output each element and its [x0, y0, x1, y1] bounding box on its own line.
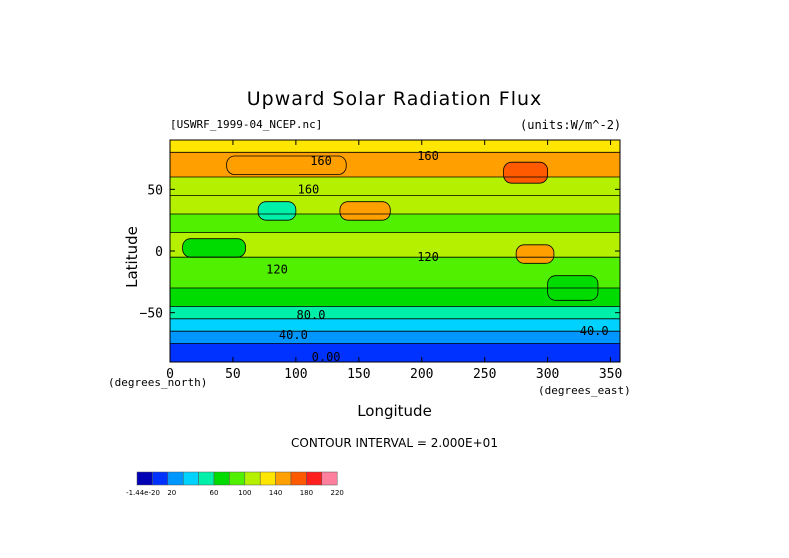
region-3: [339, 201, 391, 221]
contour-label: 40.0: [580, 324, 609, 338]
colorbar-swatch: [198, 471, 215, 486]
colorbar-label: 60: [210, 489, 219, 497]
contour-label: 80.0: [297, 308, 326, 322]
colorbar-swatch: [306, 471, 323, 486]
y-tick-label: −50: [140, 307, 163, 322]
y-tick-label: 0: [155, 245, 163, 260]
y-tick-label: 50: [147, 183, 163, 198]
lat-band-11: [170, 140, 620, 153]
contour-label: 40.0: [279, 328, 308, 342]
colorbar-swatch: [182, 471, 199, 486]
contour-label: 160: [310, 154, 332, 168]
colorbar-swatch: [152, 471, 169, 486]
colorbar-swatch: [321, 471, 338, 486]
colorbar-label: 20: [167, 489, 176, 497]
colorbar-swatch: [259, 471, 276, 486]
heatmap-cells: [170, 140, 620, 362]
contour-label: 120: [417, 250, 439, 264]
contour-label: 160: [298, 182, 320, 196]
contour-label: 0.00: [312, 350, 341, 364]
units-label: (units:W/m^-2): [520, 118, 622, 132]
x-axis-ticks: 0 50 100 150 200 250 300 350: [166, 140, 622, 382]
lat-band-1: [170, 331, 620, 344]
colorbar-swatch: [213, 471, 230, 486]
colorbar-swatch: [244, 471, 261, 486]
colorbar-label: -1.44e-20: [126, 489, 160, 497]
contour-label: 160: [417, 149, 439, 163]
dataset-filename: [USWRF_1999-04_NCEP.nc]: [170, 118, 323, 131]
x-tick-label: 250: [473, 367, 496, 382]
colorbar-swatch: [229, 471, 246, 486]
colorbar-label: 140: [269, 489, 282, 497]
x-tick-label: 200: [410, 367, 433, 382]
x-tick-label: 0: [166, 367, 174, 382]
y-axis-units: (degrees_north): [108, 376, 208, 389]
x-tick-label: 100: [284, 367, 307, 382]
colorbar-label: 220: [331, 489, 344, 497]
contour-label: 120: [266, 263, 288, 277]
colorbar-swatch: [275, 471, 292, 486]
colorbar-swatch: [136, 471, 153, 486]
x-axis-units: (degrees_east): [538, 384, 631, 397]
colorbar-label: 180: [300, 489, 313, 497]
chart-title: Upward Solar Radiation Flux: [246, 88, 543, 110]
region-0: [226, 155, 347, 175]
lat-band-4: [170, 288, 620, 307]
colorbar-label: 100: [238, 489, 251, 497]
x-tick-label: 150: [347, 367, 370, 382]
region-1: [503, 161, 549, 184]
region-4: [257, 201, 297, 221]
colorbar-swatch: [167, 471, 184, 486]
region-2: [515, 244, 555, 264]
lat-band-3: [170, 306, 620, 319]
lat-band-0: [170, 343, 620, 362]
x-tick-label: 350: [599, 367, 622, 382]
contour-labels: 160 160 160 120 120 80.0 40.0 40.0 0.00: [266, 149, 609, 364]
x-axis-label: Longitude: [357, 402, 432, 420]
x-tick-label: 50: [225, 367, 241, 382]
contour-interval-note: CONTOUR INTERVAL = 2.000E+01: [291, 436, 498, 450]
y-axis-ticks: −50 0 50: [140, 183, 620, 322]
x-tick-label: 300: [536, 367, 559, 382]
colorbar-swatch: [290, 471, 307, 486]
lat-band-2: [170, 318, 620, 332]
